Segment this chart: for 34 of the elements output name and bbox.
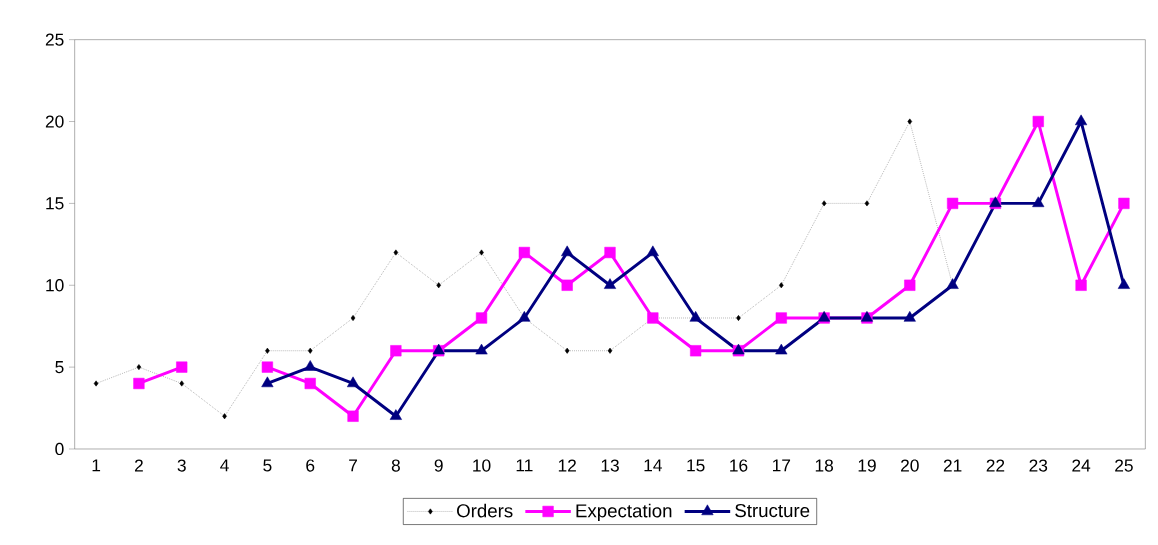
x-tick-label: 6 — [306, 459, 315, 472]
x-tick-label: 22 — [986, 459, 1005, 472]
x-tick-label: 21 — [943, 459, 962, 472]
y-tick-label: 0 — [55, 442, 64, 456]
x-tick-label: 11 — [516, 459, 533, 472]
y-tick-label: 15 — [46, 197, 64, 210]
x-tick-label: 5 — [263, 459, 272, 472]
y-tick-label: 10 — [46, 279, 64, 292]
x-tick-label: 7 — [349, 459, 357, 472]
x-tick-label: 4 — [220, 459, 229, 472]
x-tick-label: 15 — [687, 459, 705, 472]
x-tick-label: 13 — [601, 459, 619, 472]
x-tick-label: 17 — [772, 459, 791, 472]
x-tick-label: 8 — [391, 459, 400, 472]
legend-label: Orders — [457, 503, 513, 518]
x-tick-label: 14 — [644, 459, 662, 472]
x-tick-label: 3 — [177, 459, 186, 472]
x-tick-label: 2 — [134, 459, 143, 472]
legend-label: Structure — [735, 503, 810, 518]
x-tick-label: 24 — [1072, 459, 1091, 472]
x-tick-label: 25 — [1115, 459, 1133, 472]
x-tick-label: 20 — [901, 459, 919, 472]
y-tick-label: 20 — [45, 115, 64, 128]
x-tick-label: 9 — [434, 459, 443, 472]
x-tick-label: 16 — [730, 459, 748, 472]
x-tick-label: 1 — [92, 459, 101, 472]
x-tick-label: 12 — [558, 459, 576, 472]
x-tick-label: 18 — [815, 459, 834, 472]
x-tick-label: 23 — [1029, 459, 1048, 472]
x-tick-label: 10 — [473, 459, 491, 472]
y-tick-label: 25 — [45, 33, 64, 46]
x-tick-label: 19 — [858, 459, 876, 472]
legend-label: Expectation — [576, 503, 672, 522]
y-tick-label: 5 — [55, 361, 64, 374]
